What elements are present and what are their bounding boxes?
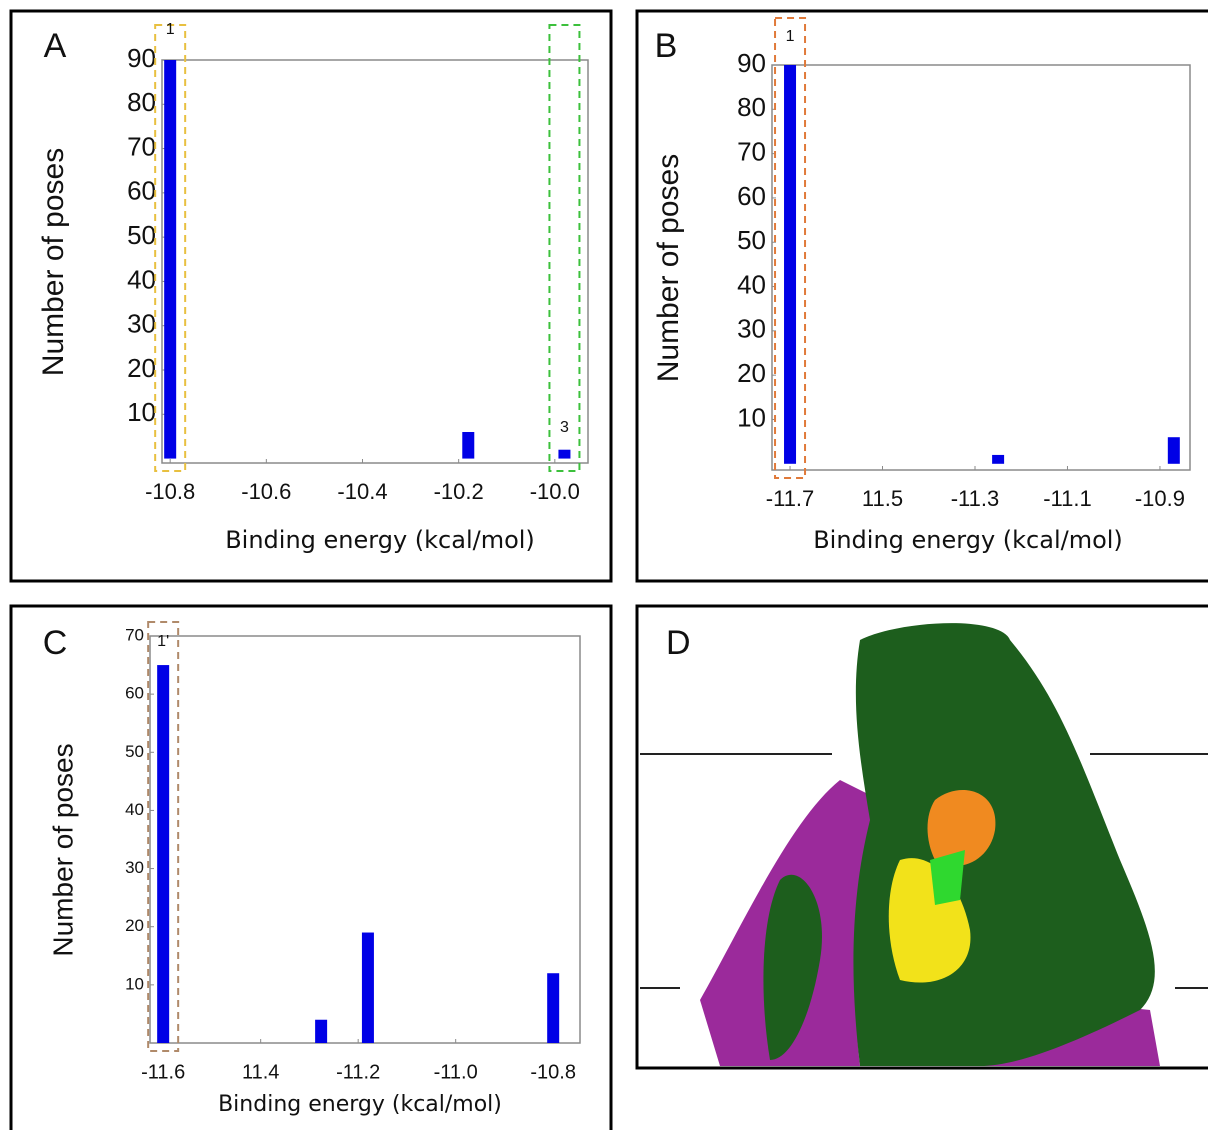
panel-frame [9,604,613,1130]
y-tick-label: 90 [737,48,766,78]
x-tick-label: -10.8 [530,1061,576,1083]
y-tick-label: 40 [127,264,156,294]
bar [164,60,177,459]
bar [462,432,475,459]
y-tick-label: 90 [127,43,156,73]
y-tick-label: 10 [737,402,766,432]
plot-frame [161,59,589,464]
panel-frame [635,9,1208,583]
chart-panel: C Binding energy (kcal/mol) Number of pose… [9,604,613,1130]
y-tick-label: 40 [737,269,766,299]
chart-panel: B Binding energy (kcal/mol) Number of pose… [635,9,1208,583]
y-tick-label: 50 [127,220,156,250]
y-tick-label: 30 [127,309,156,339]
y-tick-label: 20 [737,358,766,388]
y-tick-label: 50 [737,225,766,255]
y-tick-label: 60 [127,176,156,206]
panel-label: C [43,624,68,662]
plot-frame [771,64,1191,471]
bar [547,973,560,1043]
x-tick-label: 11.5 [862,486,903,511]
y-tick-label: 70 [737,136,766,166]
y-axis-title: Number of poses [47,743,78,956]
y-tick-label: 40 [125,800,144,819]
y-tick-label: 50 [125,742,144,761]
bar [361,932,374,1043]
y-tick-label: 60 [737,181,766,211]
y-tick-label: 70 [125,625,144,644]
annotation-label: 1 [786,28,795,45]
y-axis-title: Number of poses [652,154,685,382]
bar [1167,437,1180,464]
annotation-box [548,24,581,472]
x-tick-label: -10.6 [241,479,291,504]
y-tick-label: 10 [127,397,156,427]
x-tick-label: -10.2 [434,479,484,504]
x-axis-title: Binding energy (kcal/mol) [813,526,1123,554]
y-tick-label: 80 [737,92,766,122]
helix-green [763,874,822,1060]
y-axis-title: Number of poses [37,148,70,376]
x-tick-label: -11.1 [1043,486,1092,511]
y-tick-label: 20 [125,916,144,935]
structure-panel: D [635,604,1208,1070]
panel-frame [9,9,613,583]
ligand-orange [927,790,996,866]
y-tick-label: 80 [127,87,156,117]
annotation-box [154,24,187,472]
bar [784,65,797,464]
x-tick-label: -11.7 [766,486,815,511]
annotation-label: 1 [166,21,175,38]
panel-label: A [44,27,67,65]
bar [315,1019,328,1043]
ligand-green [930,850,965,905]
y-tick-label: 30 [125,858,144,877]
x-tick-label: -10.8 [145,479,195,504]
y-tick-label: 10 [125,974,144,993]
y-tick-label: 70 [127,131,156,161]
bar [992,454,1005,464]
bar [157,665,170,1043]
annotation-box [774,17,807,479]
x-tick-label: -11.2 [336,1061,380,1083]
x-tick-label: -10.0 [530,479,580,504]
chart-panel: A Binding energy (kcal/mol) Number of pose… [9,9,613,583]
x-axis-title: Binding energy (kcal/mol) [225,526,535,554]
x-tick-label: -11.0 [434,1061,478,1083]
x-axis-title: Binding energy (kcal/mol) [218,1092,502,1117]
y-tick-label: 30 [737,314,766,344]
x-tick-label: 11.4 [242,1061,279,1083]
x-tick-label: -11.6 [141,1061,185,1083]
panel-label: D [666,624,691,662]
panel-label: B [655,27,678,65]
annotation-label: 3 [560,419,569,436]
x-tick-label: -10.4 [337,479,387,504]
annotation-box [147,621,180,1052]
bar [558,449,571,459]
annotation-label: 1' [157,633,169,650]
x-tick-label: -10.9 [1135,486,1185,511]
y-tick-label: 20 [127,353,156,383]
x-tick-label: -11.3 [951,486,1000,511]
y-tick-label: 60 [125,684,144,703]
